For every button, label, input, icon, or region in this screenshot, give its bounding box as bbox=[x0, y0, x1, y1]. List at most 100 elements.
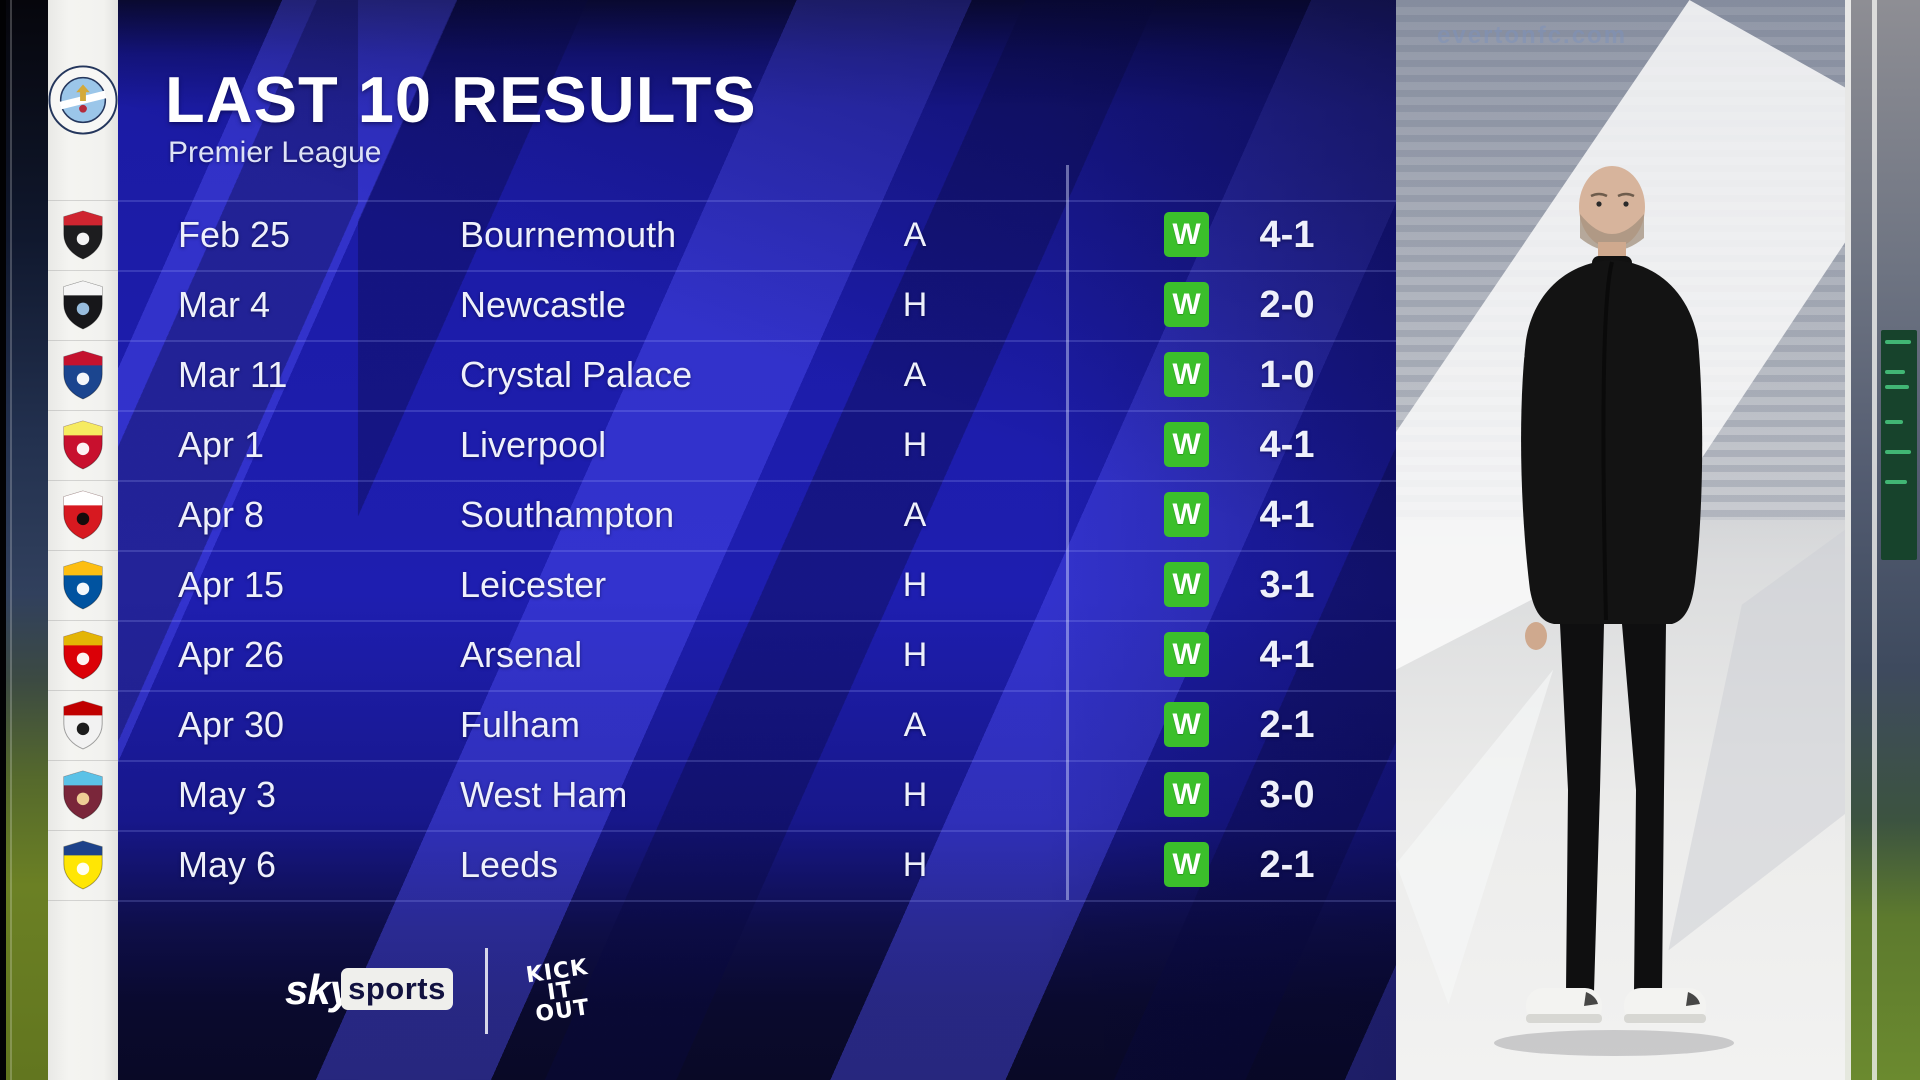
left-frame-light-line bbox=[10, 0, 12, 1080]
win-badge: W bbox=[1164, 702, 1209, 747]
home-away-indicator: A bbox=[903, 356, 927, 394]
right-video-sliver bbox=[1845, 0, 1920, 1080]
result-row: Feb 25 Bournemouth A W 4-1 bbox=[118, 200, 1396, 270]
match-date: Apr 1 bbox=[178, 424, 265, 465]
result-row: May 3 West Ham H W 3-0 bbox=[118, 760, 1396, 830]
team-crest-rail bbox=[48, 0, 118, 1080]
row-separator bbox=[118, 410, 1396, 412]
match-date: Apr 30 bbox=[178, 704, 285, 745]
result-row: Apr 30 Fulham A W 2-1 bbox=[118, 690, 1396, 760]
win-badge: W bbox=[1164, 422, 1209, 467]
home-away-indicator: H bbox=[902, 776, 928, 814]
row-separator bbox=[118, 270, 1396, 272]
win-badge: W bbox=[1164, 562, 1209, 607]
opponent-crest-icon bbox=[48, 620, 118, 690]
win-badge: W bbox=[1164, 282, 1209, 327]
result-row: Apr 8 Southampton A W 4-1 bbox=[118, 480, 1396, 550]
row-separator bbox=[118, 760, 1396, 762]
right-frame-light-line-1 bbox=[1845, 0, 1851, 1080]
match-score: 3-0 bbox=[1259, 774, 1315, 816]
opponent-crest-icon bbox=[48, 270, 118, 340]
results-panel: LAST 10 RESULTS Premier League Feb 25 Bou… bbox=[118, 0, 1396, 1080]
opponent-crest-icon bbox=[48, 410, 118, 480]
page-subtitle: Premier League bbox=[168, 136, 382, 169]
rail-separator bbox=[48, 550, 118, 551]
match-date: Feb 25 bbox=[178, 214, 291, 255]
row-separator bbox=[118, 340, 1396, 342]
match-score: 2-1 bbox=[1259, 844, 1315, 886]
result-row: Apr 15 Leicester H W 3-1 bbox=[118, 550, 1396, 620]
opponent-crest-icon bbox=[48, 550, 118, 620]
opponent-crest-icon bbox=[48, 340, 118, 410]
home-away-indicator: H bbox=[902, 286, 928, 324]
home-away-indicator: A bbox=[903, 216, 927, 254]
match-date: May 6 bbox=[178, 844, 277, 885]
opponent-name: Leicester bbox=[460, 564, 607, 605]
opponent-name: West Ham bbox=[460, 774, 628, 815]
home-away-indicator: H bbox=[902, 636, 928, 674]
sky-sports-logo-box: sports bbox=[341, 968, 453, 1010]
result-row: Apr 26 Arsenal H W 4-1 bbox=[118, 620, 1396, 690]
result-row: May 6 Leeds H W 2-1 bbox=[118, 830, 1396, 900]
right-frame-light-line-2 bbox=[1872, 0, 1877, 1080]
opponent-name: Bournemouth bbox=[460, 214, 677, 255]
result-row: Apr 1 Liverpool H W 4-1 bbox=[118, 410, 1396, 480]
match-score: 3-1 bbox=[1259, 564, 1315, 606]
stadium-watermark-text: evertonfc.com bbox=[1437, 22, 1628, 49]
match-date: May 3 bbox=[178, 774, 277, 815]
stadium-scoreboard bbox=[1881, 330, 1917, 560]
match-date: Mar 4 bbox=[178, 284, 271, 325]
manchester-city-crest-icon bbox=[48, 62, 118, 138]
match-date: Mar 11 bbox=[178, 354, 288, 395]
row-separator bbox=[118, 900, 1396, 902]
opponent-name: Liverpool bbox=[460, 424, 607, 465]
logo-divider bbox=[485, 948, 488, 1034]
row-separator bbox=[118, 690, 1396, 692]
home-away-indicator: H bbox=[902, 846, 928, 884]
match-score: 2-1 bbox=[1259, 704, 1315, 746]
match-date: Apr 15 bbox=[178, 564, 285, 605]
win-badge: W bbox=[1164, 212, 1209, 257]
match-date: Apr 26 bbox=[178, 634, 285, 675]
opponent-name: Newcastle bbox=[460, 284, 627, 325]
rail-separator bbox=[48, 690, 118, 691]
rail-separator bbox=[48, 200, 118, 201]
opponent-name: Leeds bbox=[460, 844, 559, 885]
win-badge: W bbox=[1164, 352, 1209, 397]
win-badge: W bbox=[1164, 492, 1209, 537]
match-score: 2-0 bbox=[1259, 284, 1315, 326]
win-badge: W bbox=[1164, 632, 1209, 677]
manager-figure bbox=[1490, 150, 1770, 1060]
opponent-name: Fulham bbox=[460, 704, 581, 745]
rail-separator bbox=[48, 410, 118, 411]
rail-separator bbox=[48, 620, 118, 621]
match-date: Apr 8 bbox=[178, 494, 265, 535]
rail-separator bbox=[48, 760, 118, 761]
match-score: 4-1 bbox=[1259, 214, 1315, 256]
row-separator bbox=[118, 480, 1396, 482]
home-away-indicator: A bbox=[903, 496, 927, 534]
page-title: LAST 10 RESULTS bbox=[165, 63, 757, 136]
row-separator bbox=[118, 620, 1396, 622]
match-score: 4-1 bbox=[1259, 494, 1315, 536]
rail-separator bbox=[48, 340, 118, 341]
rail-separator bbox=[48, 480, 118, 481]
result-row: Mar 4 Newcastle H W 2-0 bbox=[118, 270, 1396, 340]
rail-separator bbox=[48, 270, 118, 271]
opponent-name: Southampton bbox=[460, 494, 675, 535]
home-away-indicator: H bbox=[902, 566, 928, 604]
opponent-crest-icon bbox=[48, 200, 118, 270]
home-away-indicator: H bbox=[902, 426, 928, 464]
opponent-crest-icon bbox=[48, 760, 118, 830]
match-score: 4-1 bbox=[1259, 634, 1315, 676]
win-badge: W bbox=[1164, 842, 1209, 887]
kick-it-out-text: OUT bbox=[533, 995, 592, 1028]
row-separator bbox=[118, 200, 1396, 202]
match-score: 4-1 bbox=[1259, 424, 1315, 466]
opponent-crest-icon bbox=[48, 690, 118, 760]
column-divider bbox=[1066, 165, 1069, 900]
win-badge: W bbox=[1164, 772, 1209, 817]
home-away-indicator: A bbox=[903, 706, 927, 744]
opponent-crest-icon bbox=[48, 830, 118, 900]
row-separator bbox=[118, 830, 1396, 832]
